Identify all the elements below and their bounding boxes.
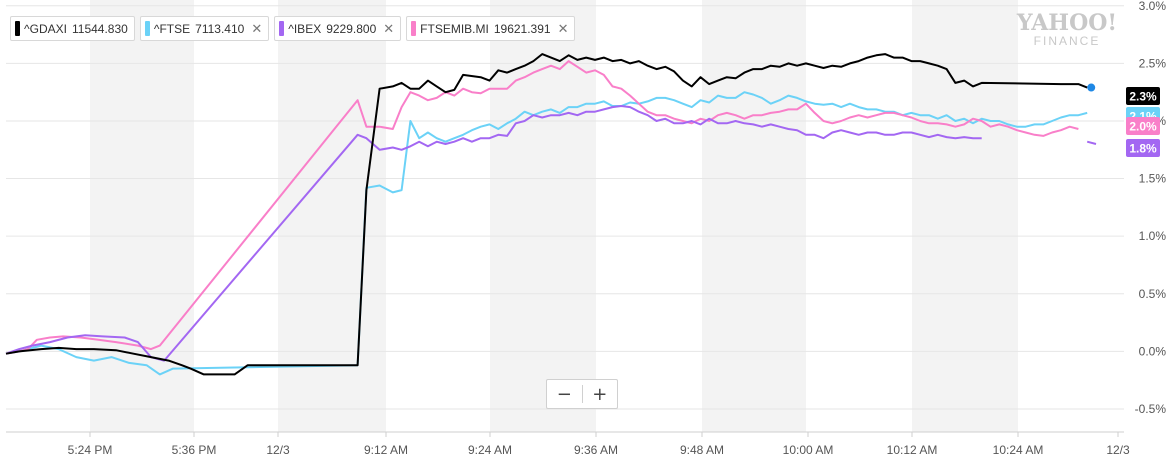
zoom-controls: − + xyxy=(546,379,618,409)
watermark-subtext: FINANCE xyxy=(1033,34,1101,48)
x-tick-label: 5:24 PM xyxy=(68,443,113,457)
legend-swatch-ftse xyxy=(144,21,150,36)
time-band xyxy=(702,0,806,432)
x-tick-label: 9:36 AM xyxy=(574,443,618,457)
legend-value: 11544.830 xyxy=(71,21,128,36)
legend-swatch-ftsemib xyxy=(411,21,417,36)
close-icon[interactable]: ✕ xyxy=(251,20,263,36)
legend-chip-ibex[interactable]: ^IBEX 9229.800 ✕ xyxy=(274,16,402,41)
x-tick-label: 12/3 xyxy=(266,443,290,457)
y-tick-label: 2.5% xyxy=(1139,56,1167,70)
legend-symbol: ^FTSE xyxy=(153,21,191,36)
watermark-logo-text: YAHOO! xyxy=(1016,10,1118,36)
y-tick-label: 1.5% xyxy=(1139,172,1167,186)
x-tick-label: 9:24 AM xyxy=(468,443,512,457)
x-tick-label: 5:36 PM xyxy=(172,443,217,457)
y-tick-label: 0.5% xyxy=(1139,287,1167,301)
close-icon[interactable]: ✕ xyxy=(383,20,395,36)
time-band xyxy=(912,0,1018,432)
series-line-ftsemib-mi xyxy=(5,60,1079,355)
legend-symbol: FTSEMIB.MI xyxy=(420,21,489,36)
legend: ^GDAXI 11544.830 ^FTSE 7113.410 ✕ ^IBEX … xyxy=(10,16,576,41)
x-tick-label: 12/3 xyxy=(1106,443,1130,457)
end-value-label-ibex: 1.8% xyxy=(1129,142,1157,156)
legend-chip-gdaxi[interactable]: ^GDAXI 11544.830 xyxy=(10,16,135,41)
x-tick-label: 9:12 AM xyxy=(364,443,408,457)
end-value-label-gdaxi: 2.3% xyxy=(1129,90,1157,104)
end-value-label-ftsemib-mi: 2.0% xyxy=(1129,120,1157,134)
legend-symbol: ^GDAXI xyxy=(24,21,67,36)
zoom-in-button[interactable]: + xyxy=(583,380,618,408)
legend-swatch-ibex xyxy=(279,21,285,36)
series-line-ibex xyxy=(5,105,982,362)
x-tick-label: 9:48 AM xyxy=(680,443,724,457)
close-icon[interactable]: ✕ xyxy=(557,20,569,36)
end-value-badge-ibex xyxy=(1126,139,1160,157)
yahoo-finance-watermark: YAHOO! FINANCE xyxy=(1015,12,1119,48)
y-tick-label: -0.5% xyxy=(1135,402,1167,416)
y-tick-label: 3.0% xyxy=(1139,0,1167,13)
series-line-ftse xyxy=(5,91,1088,376)
end-value-badge-gdaxi xyxy=(1126,87,1160,105)
legend-value: 19621.391 xyxy=(493,21,551,36)
legend-chip-ftsemib[interactable]: FTSEMIB.MI 19621.391 ✕ xyxy=(406,16,576,41)
y-tick-label: 0.0% xyxy=(1139,344,1167,358)
time-band xyxy=(278,0,386,432)
series-line-gdaxi xyxy=(5,53,1088,376)
series-tail-ibex xyxy=(1086,140,1097,145)
legend-value: 7113.410 xyxy=(195,21,245,36)
end-value-badge-ftsemib-mi xyxy=(1126,117,1160,135)
time-band xyxy=(490,0,596,432)
zoom-out-button[interactable]: − xyxy=(547,380,582,408)
legend-swatch-gdaxi xyxy=(15,21,20,36)
last-price-dot xyxy=(1087,83,1096,92)
legend-chip-ftse[interactable]: ^FTSE 7113.410 ✕ xyxy=(139,16,270,41)
time-band xyxy=(90,0,194,432)
x-tick-label: 10:12 AM xyxy=(887,443,938,457)
legend-symbol: ^IBEX xyxy=(288,21,322,36)
x-tick-label: 10:24 AM xyxy=(993,443,1044,457)
legend-value: 9229.800 xyxy=(326,21,377,36)
y-tick-label: 1.0% xyxy=(1139,229,1167,243)
x-tick-label: 10:00 AM xyxy=(783,443,834,457)
zoom-divider xyxy=(581,385,583,403)
